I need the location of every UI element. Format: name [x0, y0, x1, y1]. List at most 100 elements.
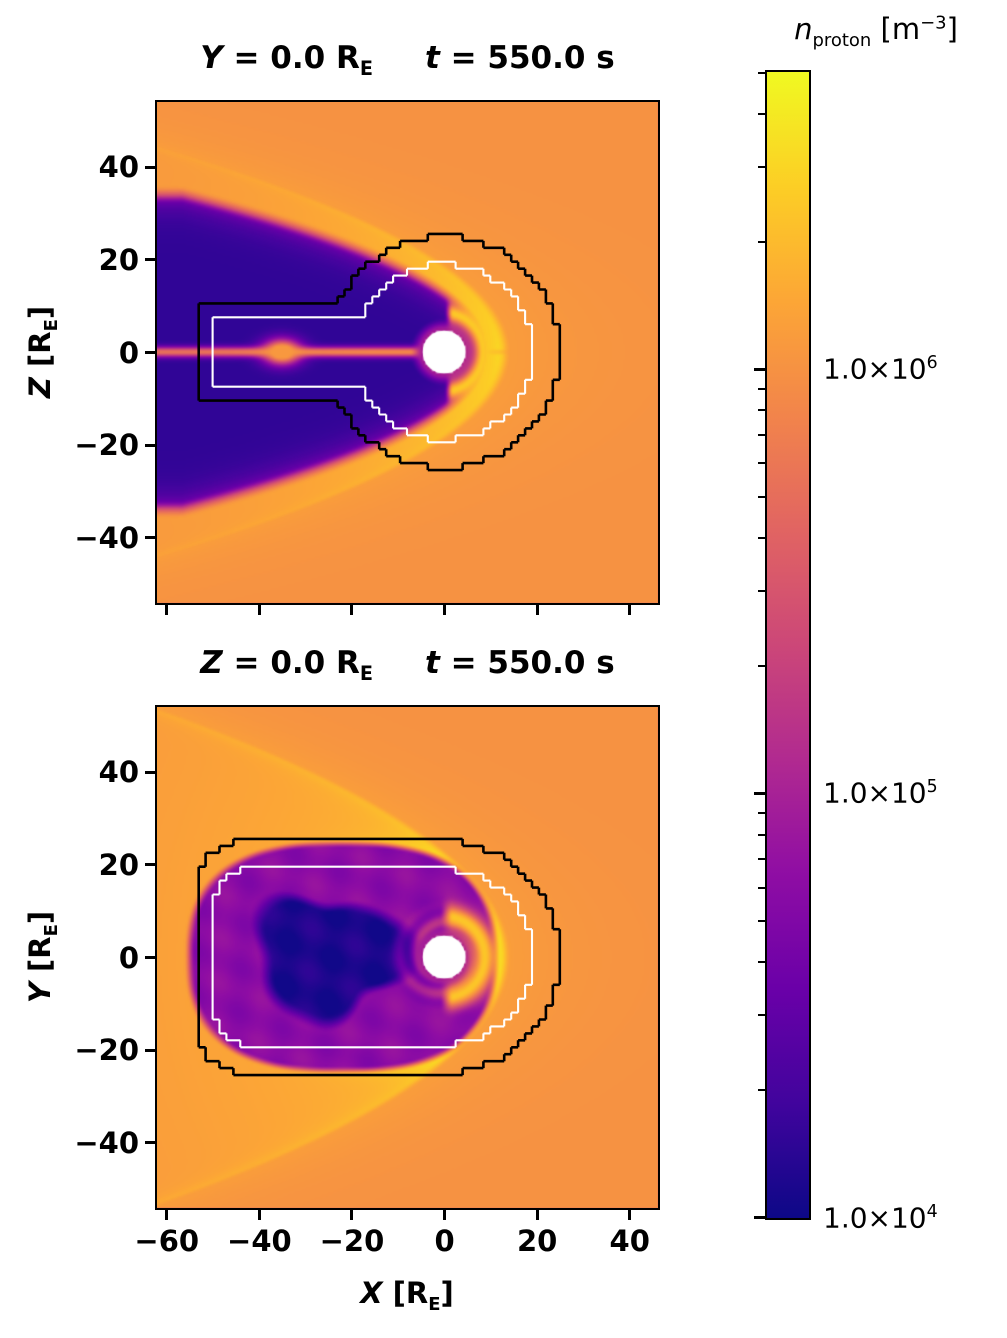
slice-subscript: E [359, 662, 374, 686]
time-variable: t [425, 40, 440, 76]
panel-xy-title: Z = 0.0 RE t = 550.0 s [155, 645, 660, 683]
colorbar-minor-tick [758, 387, 765, 390]
colorbar-subscript: proton [812, 29, 872, 51]
colorbar-major-tick [754, 367, 765, 371]
white-refinement-contour [211, 865, 534, 1049]
colorbar-minor-tick [758, 409, 765, 412]
ylabel-unit-pre: [R [23, 331, 57, 378]
y-tick-label: 0 [118, 940, 139, 975]
ylabel-unit-post: ] [23, 305, 57, 320]
panel-xy-ylabel: Y [RE] [23, 911, 62, 1004]
tick-exponent: 6 [926, 353, 938, 374]
white-refinement-contour [211, 260, 534, 444]
colorbar-minor-tick [758, 166, 765, 169]
time-value: = 550.0 s [439, 645, 615, 681]
xlabel-unit-pre: [R [382, 1276, 429, 1310]
colorbar-minor-tick [758, 858, 765, 861]
y-tick-label: 40 [98, 755, 139, 790]
colorbar-minor-tick [758, 496, 765, 498]
colorbar-tick-label: 1.0×104 [823, 1201, 938, 1234]
density-heatmap-xz [157, 102, 657, 602]
colorbar-minor-tick [758, 1088, 765, 1091]
x-tick-mark [535, 1210, 539, 1220]
time-value: = 550.0 s [439, 40, 615, 76]
contour-overlay-xz [197, 232, 562, 472]
x-tick-mark [165, 1210, 169, 1220]
colorbar-tick-label: 1.0×105 [823, 777, 938, 810]
colorbar-minor-tick [758, 920, 765, 923]
colorbar-major-tick [754, 791, 765, 795]
colorbar-minor-tick [758, 1014, 765, 1017]
x-tick-mark [165, 605, 169, 615]
x-tick-label: −60 [134, 1224, 200, 1258]
colorbar-minor-tick [758, 590, 765, 593]
colorbar-minor-tick [758, 434, 765, 437]
colorbar-minor-tick [758, 462, 765, 465]
black-refinement-contour [197, 232, 562, 472]
time-variable: t [425, 645, 440, 681]
panel-xz-title: Y = 0.0 RE t = 550.0 s [155, 40, 660, 78]
x-tick-mark [628, 1210, 632, 1220]
colorbar-minor-tick [758, 833, 765, 836]
colorbar-minor-tick [758, 537, 765, 540]
colorbar-minor-tick [758, 886, 765, 889]
x-axis-label: X [RE] [360, 1276, 454, 1313]
y-tick-label: −40 [74, 520, 139, 555]
x-tick-mark [350, 1210, 354, 1220]
x-tick-mark [628, 605, 632, 615]
x-tick-mark [443, 1210, 447, 1220]
panel-xz-ylabel: Z [RE] [23, 305, 62, 399]
tick-exponent: 5 [926, 777, 938, 798]
x-tick-label: 40 [609, 1224, 650, 1258]
y-tick-label: −20 [74, 1033, 139, 1068]
ylabel-variable: Z [23, 377, 57, 399]
tick-mantissa: 1.0×10 [823, 352, 927, 386]
slice-value: = 0.0 R [222, 40, 360, 76]
colorbar-unit-post: ] [946, 12, 958, 46]
colorbar-minor-tick [758, 240, 765, 243]
slice-value: = 0.0 R [222, 645, 360, 681]
xlabel-variable: X [360, 1276, 383, 1310]
slice-variable: Z [200, 645, 223, 681]
black-refinement-contour [197, 837, 562, 1077]
y-tick-mark [145, 863, 155, 867]
xlabel-subscript: E [428, 1293, 441, 1315]
tick-exponent: 4 [926, 1201, 938, 1222]
y-tick-mark [145, 536, 155, 540]
colorbar-minor-tick [758, 811, 765, 814]
ylabel-subscript: E [40, 319, 62, 332]
y-tick-label: −20 [74, 428, 139, 463]
x-tick-mark [535, 605, 539, 615]
ylabel-variable: Y [23, 982, 57, 1004]
y-tick-label: 20 [98, 847, 139, 882]
y-tick-mark [145, 351, 155, 354]
heatmap-panel-xy [155, 705, 660, 1210]
x-tick-label: 0 [434, 1224, 455, 1258]
x-tick-mark [257, 1210, 261, 1220]
y-tick-mark [145, 165, 155, 169]
x-tick-mark [443, 605, 447, 615]
heatmap-panel-xz [155, 100, 660, 605]
y-tick-mark [145, 956, 155, 959]
y-tick-mark [145, 258, 155, 262]
colorbar-variable: n [794, 12, 813, 46]
ylabel-subscript: E [40, 924, 62, 937]
tick-mantissa: 1.0×10 [823, 1201, 927, 1234]
x-tick-mark [257, 605, 261, 615]
y-tick-label: 0 [118, 335, 139, 370]
y-tick-mark [145, 443, 155, 447]
colorbar-gradient [765, 70, 811, 1220]
tick-mantissa: 1.0×10 [823, 776, 927, 810]
colorbar-title: nproton [m−3] [745, 12, 1007, 49]
ylabel-unit-pre: [R [23, 936, 57, 983]
slice-subscript: E [359, 57, 374, 81]
y-tick-label: 40 [98, 150, 139, 185]
colorbar-major-tick [754, 1216, 765, 1219]
colorbar-exponent: −3 [920, 12, 947, 34]
y-tick-mark [145, 1141, 155, 1145]
x-tick-label: −40 [227, 1224, 292, 1258]
slice-variable: Y [200, 40, 223, 76]
colorbar-unit-pre: [m [871, 12, 921, 46]
contour-overlay-xy [197, 837, 562, 1077]
